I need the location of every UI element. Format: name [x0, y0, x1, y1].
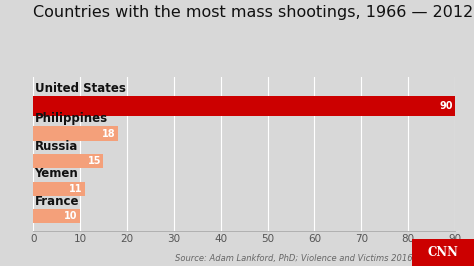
Bar: [33, 209, 80, 223]
Text: 18: 18: [101, 129, 115, 139]
Text: Countries with the most mass shootings, 1966 — 2012: Countries with the most mass shootings, …: [33, 5, 474, 20]
Bar: [33, 126, 118, 141]
Bar: [33, 182, 85, 196]
Text: 15: 15: [88, 156, 101, 166]
Text: Source: Adam Lankford, PhD; Violence and Victims 2016: Source: Adam Lankford, PhD; Violence and…: [175, 254, 413, 263]
Bar: [33, 154, 103, 168]
Text: Philippines: Philippines: [35, 112, 108, 125]
Text: France: France: [35, 195, 79, 208]
Text: 90: 90: [439, 101, 453, 111]
Text: CNN: CNN: [428, 246, 459, 259]
Bar: [33, 96, 455, 116]
Text: Russia: Russia: [35, 140, 78, 153]
Text: 11: 11: [69, 184, 82, 194]
Text: Yemen: Yemen: [35, 168, 78, 180]
Text: 10: 10: [64, 211, 78, 221]
Text: United States: United States: [35, 82, 126, 95]
